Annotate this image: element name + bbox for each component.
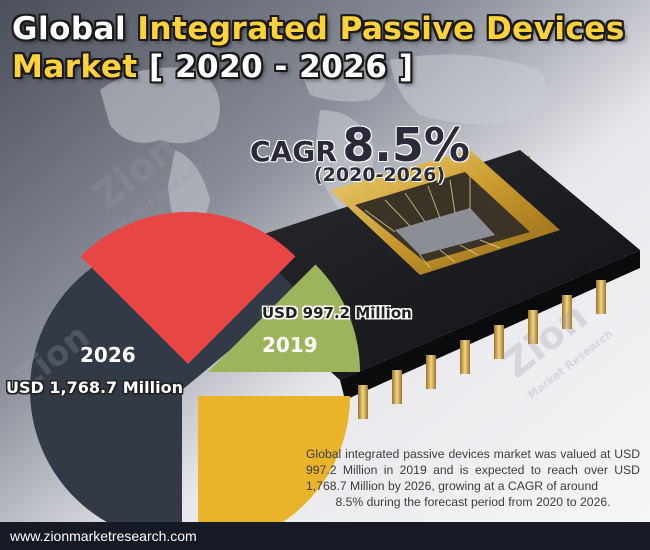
page-title: Global Integrated Passive Devices Market… (12, 10, 642, 86)
chip-pin (460, 340, 470, 374)
chip-pins-front (358, 280, 606, 419)
title-part-global: Global (12, 11, 138, 47)
pie-label-2026-year: 2026 (80, 343, 136, 367)
title-part-product: Integrated Passive Devices (137, 11, 625, 47)
chip-die (395, 208, 495, 255)
description-last-line: 8.5% during the forecast period from 202… (335, 495, 611, 509)
title-part-market: Market (12, 49, 138, 85)
pie-slice-accent-red (80, 212, 296, 364)
cagr-period: (2020-2026) (314, 164, 446, 186)
chip-pin (528, 310, 538, 344)
chip-pin (358, 385, 368, 419)
description-body: Global integrated passive devices market… (306, 447, 640, 493)
pie-slice-accent-yellow (198, 396, 350, 548)
cagr-value: 8.5% (342, 118, 470, 172)
pie-label-2019-value: USD 997.2 Million (262, 304, 412, 322)
pie-label-2026-value: USD 1,768.7 Million (6, 378, 183, 397)
cagr-callout: CAGR 8.5% (250, 118, 510, 172)
cagr-label: CAGR (250, 135, 337, 168)
chip-pin (392, 370, 402, 404)
chip-body-side (340, 250, 640, 400)
title-part-years: [ 2020 - 2026 ] (137, 49, 414, 85)
pie-chart (29, 212, 360, 548)
chip-pin (562, 295, 572, 329)
chip-bond-wires (364, 175, 501, 269)
chip-pin (494, 325, 504, 359)
chip-pin (596, 280, 606, 314)
pie-slice-2019 (208, 264, 360, 372)
pie-label-2019-year: 2019 (262, 333, 318, 357)
footer-bar: www.zionmarketresearch.com (0, 522, 650, 550)
chip-pin (426, 355, 436, 389)
footer-website-link[interactable]: www.zionmarketresearch.com (10, 528, 197, 544)
market-description: Global integrated passive devices market… (306, 446, 640, 510)
